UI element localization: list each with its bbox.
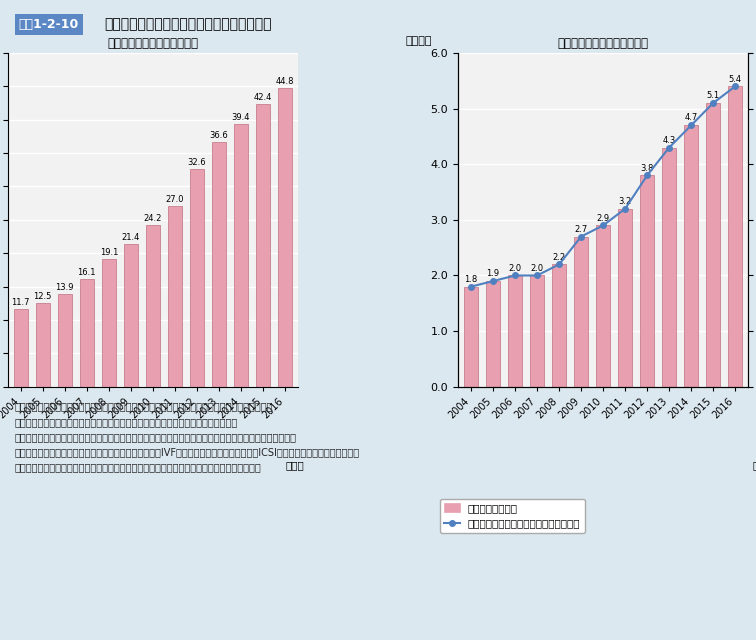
Bar bbox=[684, 125, 699, 387]
Text: 2.2: 2.2 bbox=[553, 253, 565, 262]
Bar bbox=[256, 104, 270, 387]
Bar bbox=[618, 209, 632, 387]
Title: 体外受精実施件数の年次推移: 体外受精実施件数の年次推移 bbox=[107, 37, 198, 51]
Text: 1.8: 1.8 bbox=[464, 275, 478, 284]
Text: 27.0: 27.0 bbox=[166, 195, 184, 205]
Text: 2.0: 2.0 bbox=[509, 264, 522, 273]
Text: 3.8: 3.8 bbox=[640, 164, 654, 173]
Bar bbox=[552, 264, 566, 387]
Bar bbox=[212, 143, 226, 387]
Bar bbox=[146, 225, 160, 387]
Text: 資料：体外受精実施件数及び体外受精出生児数　公益社団法人日本産科婦人科学会ホームページ。
　　　出生数　厚生労働省政策統括官付人口動態・保健社会統計室「人口動態: 資料：体外受精実施件数及び体外受精出生児数 公益社団法人日本産科婦人科学会ホーム… bbox=[15, 402, 360, 472]
Text: 3.2: 3.2 bbox=[618, 197, 632, 206]
Bar bbox=[640, 175, 655, 387]
Text: （万人）: （万人） bbox=[406, 36, 432, 46]
Bar bbox=[596, 225, 610, 387]
Bar bbox=[662, 148, 677, 387]
Text: 5.1: 5.1 bbox=[707, 92, 720, 100]
Bar bbox=[234, 124, 248, 387]
Text: 44.8: 44.8 bbox=[276, 77, 294, 86]
Bar bbox=[728, 86, 742, 387]
Bar bbox=[14, 308, 28, 387]
Bar bbox=[530, 275, 544, 387]
Bar bbox=[508, 275, 522, 387]
Text: 5.4: 5.4 bbox=[729, 74, 742, 84]
Bar bbox=[101, 259, 116, 387]
Title: 体外受精出生児数の年次推移: 体外受精出生児数の年次推移 bbox=[558, 37, 649, 51]
Text: 24.2: 24.2 bbox=[144, 214, 162, 223]
Text: 13.9: 13.9 bbox=[55, 283, 74, 292]
Bar bbox=[168, 207, 182, 387]
Text: 2.0: 2.0 bbox=[531, 264, 544, 273]
Bar bbox=[464, 287, 479, 387]
Bar bbox=[36, 303, 50, 387]
Text: 4.7: 4.7 bbox=[685, 113, 698, 122]
Text: 39.4: 39.4 bbox=[231, 113, 250, 122]
Bar bbox=[706, 103, 720, 387]
Text: 図表1-2-10: 図表1-2-10 bbox=[19, 18, 79, 31]
Text: 2.9: 2.9 bbox=[596, 214, 610, 223]
Text: 16.1: 16.1 bbox=[78, 268, 96, 277]
Bar bbox=[57, 294, 72, 387]
Bar bbox=[574, 237, 588, 387]
Text: 12.5: 12.5 bbox=[33, 292, 52, 301]
Text: 32.6: 32.6 bbox=[187, 158, 206, 167]
Bar bbox=[277, 88, 292, 387]
Bar bbox=[486, 281, 500, 387]
Text: 42.4: 42.4 bbox=[254, 93, 272, 102]
Legend: 体外受精出生児数, 出生数に対する体外受精出生児数の割合: 体外受精出生児数, 出生数に対する体外受精出生児数の割合 bbox=[440, 499, 584, 533]
Text: 体外受精実施件数と体外受精による出生児数: 体外受精実施件数と体外受精による出生児数 bbox=[104, 18, 271, 31]
Bar bbox=[79, 279, 94, 387]
Text: 2.7: 2.7 bbox=[575, 225, 587, 234]
Bar bbox=[190, 169, 204, 387]
Text: 19.1: 19.1 bbox=[100, 248, 118, 257]
Text: （年）: （年） bbox=[285, 460, 304, 470]
Text: 4.3: 4.3 bbox=[662, 136, 676, 145]
Text: 11.7: 11.7 bbox=[11, 298, 30, 307]
Text: （年）: （年） bbox=[753, 460, 756, 470]
Text: 21.4: 21.4 bbox=[122, 233, 140, 242]
Bar bbox=[124, 244, 138, 387]
Text: 36.6: 36.6 bbox=[209, 131, 228, 140]
Text: 1.9: 1.9 bbox=[487, 269, 500, 278]
